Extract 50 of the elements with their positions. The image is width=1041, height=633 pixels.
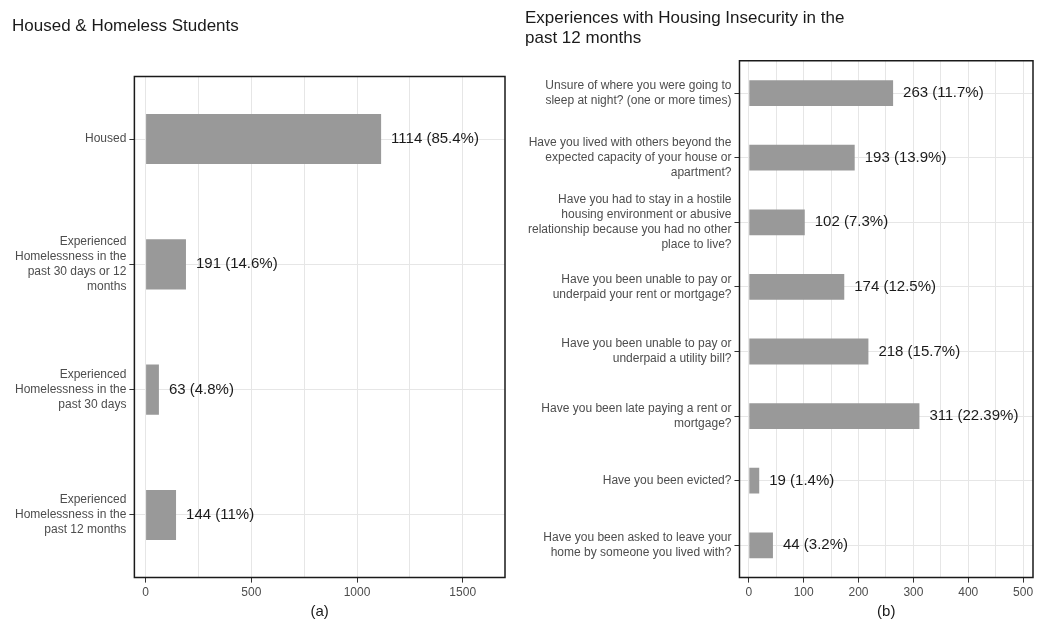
bar xyxy=(749,467,760,494)
x-axis-title: (a) xyxy=(310,602,329,620)
data-label: 191 (14.6%) xyxy=(195,254,278,272)
x-tick-label: 300 xyxy=(903,585,924,600)
y-tick-label: Housed xyxy=(85,131,127,146)
bar xyxy=(146,113,382,165)
data-label: 218 (15.7%) xyxy=(878,341,961,359)
x-axis-title: (b) xyxy=(877,602,896,620)
y-tick-label: Have you been asked to leave your home by someone you lived with? xyxy=(543,530,732,560)
x-tick-label: 500 xyxy=(1013,585,1034,600)
data-label: 174 (12.5%) xyxy=(854,277,936,295)
data-label: 19 (1.4%) xyxy=(769,470,835,488)
data-label: 102 (7.3%) xyxy=(814,212,889,230)
y-tick-label: Experienced Homelessness in the past 30 days or 12 months xyxy=(15,234,127,294)
y-tick-label: Have you lived with others beyond the expected capacity of your house or apartment? xyxy=(528,135,732,180)
bar xyxy=(749,209,805,236)
x-tick-label: 200 xyxy=(848,585,869,600)
y-tick-label: Have you been late paying a rent or mortgage? xyxy=(541,400,732,430)
bar xyxy=(146,239,186,290)
y-tick-label: Experienced Homelessness in the past 12 months xyxy=(15,492,127,537)
x-tick-label: 0 xyxy=(745,585,753,600)
x-tick-label: 500 xyxy=(241,585,262,600)
bar xyxy=(749,403,920,430)
bar xyxy=(749,338,869,365)
bar xyxy=(749,80,894,107)
data-label: 44 (3.2%) xyxy=(782,535,848,553)
data-label: 311 (22.39%) xyxy=(929,406,1019,424)
data-label: 263 (11.7%) xyxy=(903,83,984,101)
data-label: 63 (4.8%) xyxy=(168,379,234,397)
data-label: 1114 (85.4%) xyxy=(391,129,479,147)
x-tick-label: 1500 xyxy=(449,585,477,600)
y-tick-label: Have you had to stay in a hostile housing environment or abusive relationship because you had no other place to live? xyxy=(527,192,732,252)
x-tick-label: 400 xyxy=(958,585,979,600)
bar xyxy=(146,364,159,415)
y-tick-label: Unsure of where you were going to sleep at night? (one or more times) xyxy=(545,77,732,107)
y-tick-label: Have you been evicted? xyxy=(602,473,732,488)
x-tick-label: 1000 xyxy=(343,585,371,600)
bar xyxy=(749,532,773,559)
y-tick-label: Have you been unable to pay or underpaid a utility bill? xyxy=(561,336,732,366)
bar xyxy=(749,273,845,300)
y-tick-label: Experienced Homelessness in the past 30 days xyxy=(15,366,127,411)
x-tick-label: 100 xyxy=(793,585,814,600)
data-label: 144 (11%) xyxy=(186,505,255,523)
bar xyxy=(749,144,855,171)
y-tick-label: Have you been unable to pay or underpaid your rent or mortgage? xyxy=(552,271,732,301)
chart-title: Experiences with Housing Insecurity in the past 12 months xyxy=(525,7,845,48)
x-tick-label: 0 xyxy=(142,585,150,600)
bar xyxy=(146,489,177,541)
chart-title: Housed & Homeless Students xyxy=(12,15,239,35)
data-label: 193 (13.9%) xyxy=(864,147,947,165)
